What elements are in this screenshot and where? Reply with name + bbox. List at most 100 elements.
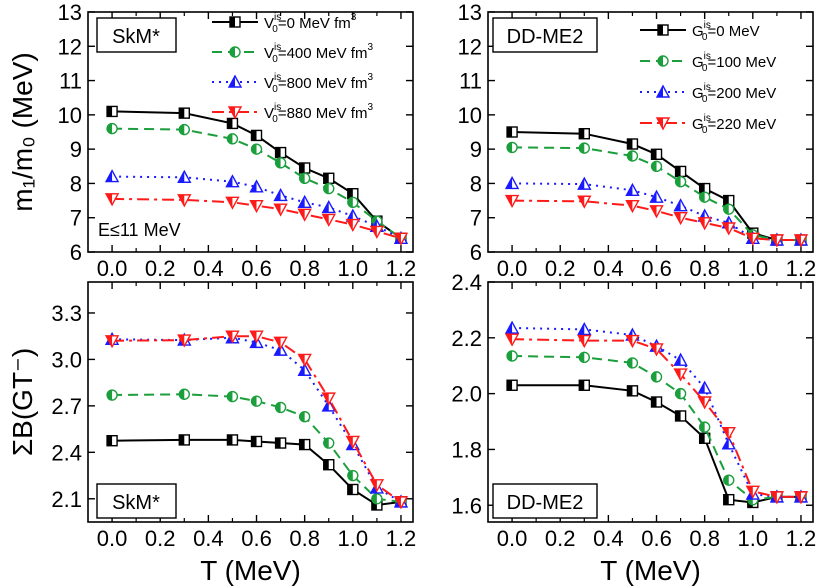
data-point	[650, 396, 663, 408]
series-line	[512, 146, 801, 241]
data-point	[106, 435, 118, 447]
plot-frame	[487, 11, 814, 253]
data-point	[625, 182, 640, 196]
series-line	[112, 335, 402, 503]
legend: Gis 0=0 MeV Gis 0=100 MeV Gis 0=200 MeV Gis 0=2…	[640, 20, 776, 136]
data-point	[371, 493, 383, 505]
data-point	[673, 352, 688, 366]
x-tick-label: 0.6	[641, 256, 672, 281]
legend-marker	[229, 46, 241, 58]
legend-label: Gis 0=200 MeV	[692, 82, 776, 105]
y-tick-label: 10	[458, 103, 482, 128]
data-point	[578, 351, 590, 364]
data-point	[178, 123, 190, 136]
data-point	[323, 172, 335, 184]
y-tick-label: 7	[470, 206, 482, 231]
data-point	[273, 336, 288, 350]
data-point	[578, 379, 590, 391]
series-line	[112, 127, 402, 240]
data-point	[274, 157, 287, 169]
data-point	[626, 385, 639, 397]
x-tick-label: 1.2	[786, 256, 817, 281]
plot-frame	[487, 281, 814, 523]
series-3	[504, 194, 809, 248]
series-3	[104, 330, 409, 510]
series-line	[112, 175, 402, 240]
legend-marker	[655, 84, 671, 98]
legend-label: Gis 0=0 MeV	[692, 20, 760, 43]
data-point	[393, 496, 409, 510]
panel-top-right: 0.0 0.2 0.4 0.6 0.8 1.0 1.2 6 7 8 9 10 11 12 13 DD-ME2 G…	[458, 0, 817, 281]
panel-label-box	[96, 483, 177, 519]
y-tick-label: 12	[458, 34, 482, 59]
data-point	[177, 334, 192, 348]
data-point	[106, 122, 118, 135]
legend-marker	[227, 74, 243, 88]
data-point	[673, 368, 688, 382]
x-tick-label: 0.0	[97, 256, 128, 281]
data-point	[697, 396, 712, 410]
x-tick-label: 0.4	[193, 526, 224, 551]
series-1	[106, 388, 407, 508]
x-axis-title: T (MeV)	[600, 555, 701, 586]
legend-entry: Gis 0=0 MeV	[640, 20, 760, 43]
x-tick-label: 1.0	[738, 256, 769, 281]
data-point	[298, 411, 311, 423]
data-point	[723, 474, 735, 486]
data-point	[321, 392, 336, 406]
y-tick-label: 7	[70, 206, 82, 231]
legend-entry: Gis 0=220 MeV	[640, 113, 776, 136]
series-line	[512, 338, 801, 498]
data-point	[250, 435, 263, 448]
panel-label: DD-ME2	[507, 492, 584, 514]
x-tick-label: 0.6	[641, 526, 672, 551]
data-point	[249, 179, 264, 193]
y-tick-label: 11	[59, 69, 82, 94]
data-point	[769, 491, 785, 505]
data-point	[323, 437, 335, 449]
x-tick-label: 0.8	[289, 526, 320, 551]
data-point	[225, 174, 240, 188]
y-tick-label: 8	[470, 171, 482, 196]
data-point	[698, 421, 711, 433]
data-point	[298, 172, 311, 184]
legend-marker	[655, 117, 671, 131]
y-tick-label: 12	[58, 34, 82, 59]
data-point	[506, 350, 518, 362]
y-tick-label: 3.3	[51, 301, 82, 326]
data-point	[769, 234, 785, 248]
data-point	[297, 353, 312, 367]
data-point	[250, 395, 263, 407]
y-tick-label: 13	[58, 0, 82, 25]
data-point	[347, 469, 359, 482]
y-tick-label: 9	[470, 137, 482, 162]
legend-label: Gis 0=100 MeV	[692, 51, 776, 74]
data-point	[298, 438, 311, 451]
data-point	[393, 232, 409, 246]
panel-label-box	[96, 17, 177, 53]
data-point	[274, 146, 287, 159]
panel-top-left: 0.0 0.2 0.4 0.6 0.8 1.0 1.2 6 7 8 9 10 11 12 13 SkM* E≤1…	[7, 0, 416, 281]
data-point	[250, 143, 263, 155]
data-point	[345, 218, 360, 233]
x-tick-label: 1.0	[338, 256, 369, 281]
x-tick-label: 0.2	[145, 256, 176, 281]
y-tick-label: 10	[58, 103, 82, 128]
x-tick-label: 0.2	[545, 526, 576, 551]
series-line	[112, 197, 402, 240]
y-tick-label: 1.8	[451, 437, 482, 462]
data-point	[721, 426, 736, 441]
data-point	[649, 189, 664, 203]
data-point	[504, 320, 520, 334]
legend-label: Gis 0=220 MeV	[692, 113, 776, 136]
data-point	[697, 380, 712, 394]
data-point	[347, 196, 359, 208]
data-point	[178, 388, 190, 400]
plot-frame	[87, 11, 414, 253]
data-point	[178, 107, 190, 119]
x-tick-label: 0.8	[289, 256, 320, 281]
data-point	[178, 434, 190, 446]
series-1	[506, 350, 807, 506]
series-line	[112, 393, 402, 503]
x-tick-label: 1.2	[786, 526, 817, 551]
